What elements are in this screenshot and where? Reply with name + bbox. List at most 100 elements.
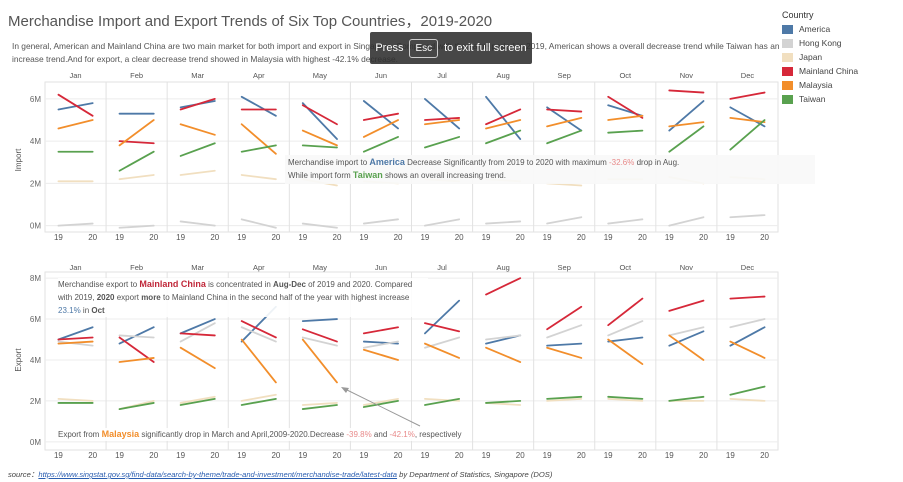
- series-segment-malaysia: [240, 338, 277, 384]
- series-segment-mainland-china: [668, 299, 705, 312]
- legend-item[interactable]: Taiwan: [782, 92, 897, 106]
- series-segment-hong-kong: [301, 336, 338, 347]
- legend-label: Malaysia: [799, 80, 833, 90]
- series-segment-america: [546, 106, 583, 132]
- source-suffix: by Department of Statistics, Singapore (…: [397, 470, 553, 479]
- series-segment-hong-kong: [485, 334, 522, 341]
- series-segment-hong-kong: [546, 216, 583, 225]
- series-segment-mainland-china: [424, 117, 461, 121]
- series-segment-hong-kong: [607, 218, 644, 225]
- series-segment-hong-kong: [362, 340, 399, 349]
- series-segment-taiwan: [301, 404, 338, 410]
- month-header: Oct: [619, 263, 632, 272]
- series-segment-japan: [240, 393, 277, 402]
- series-segment-malaysia: [607, 114, 644, 121]
- x-tick-label: 19: [359, 233, 368, 242]
- series-segment-japan: [301, 402, 338, 406]
- month-header: Jun: [375, 263, 387, 272]
- legend-item[interactable]: Japan: [782, 50, 897, 64]
- legend-label: America: [799, 24, 831, 34]
- series-segment-malaysia: [668, 121, 705, 128]
- month-header: Aug: [496, 71, 509, 80]
- series-segment-malaysia: [57, 119, 94, 130]
- x-tick-label: 20: [577, 233, 586, 242]
- month-header: Apr: [253, 263, 265, 272]
- series-segment-taiwan: [179, 142, 216, 157]
- x-tick-label: 19: [115, 451, 124, 460]
- x-tick-label: 20: [149, 233, 158, 242]
- annotation-arrowhead: [341, 387, 349, 393]
- y-tick-label: 4M: [30, 137, 41, 146]
- month-header: Feb: [130, 263, 143, 272]
- x-tick-label: 20: [394, 233, 403, 242]
- series-segment-taiwan: [729, 385, 766, 396]
- x-tick-label: 19: [543, 233, 552, 242]
- series-segment-malaysia: [301, 338, 338, 384]
- legend: Country America Hong Kong Japan Mainland Ch…: [782, 10, 897, 106]
- legend-item[interactable]: Mainland China: [782, 64, 897, 78]
- series-segment-taiwan: [118, 150, 155, 172]
- x-tick-label: 19: [665, 233, 674, 242]
- month-header: Jun: [375, 71, 387, 80]
- series-segment-japan: [57, 397, 94, 402]
- series-segment-malaysia: [485, 119, 522, 130]
- month-header: May: [313, 71, 327, 80]
- fullscreen-exit-banner[interactable]: Press Esc to exit full screen: [370, 32, 532, 64]
- series-segment-america: [668, 330, 705, 347]
- series-segment-hong-kong: [362, 218, 399, 225]
- y-tick-label: 4M: [30, 356, 41, 365]
- x-tick-label: 19: [54, 233, 63, 242]
- series-segment-mainland-china: [424, 322, 461, 333]
- series-segment-malaysia: [179, 123, 216, 136]
- x-tick-label: 20: [88, 451, 97, 460]
- x-tick-label: 20: [88, 233, 97, 242]
- month-header: Jul: [437, 71, 447, 80]
- series-segment-malaysia: [485, 346, 522, 363]
- series-segment-hong-kong: [301, 222, 338, 229]
- source-citation: source：https://www.singstat.gov.sg/find-…: [8, 469, 552, 480]
- series-segment-hong-kong: [668, 326, 705, 337]
- legend-swatch: [782, 24, 793, 34]
- x-tick-label: 19: [176, 451, 185, 460]
- legend-swatch: [782, 94, 793, 104]
- series-segment-taiwan: [485, 399, 522, 404]
- series-segment-hong-kong: [240, 218, 277, 229]
- series-segment-taiwan: [485, 129, 522, 145]
- series-segment-malaysia: [729, 340, 766, 359]
- series-segment-mainland-china: [485, 277, 522, 296]
- series-segment-taiwan: [668, 125, 705, 153]
- legend-item[interactable]: Malaysia: [782, 78, 897, 92]
- series-segment-taiwan: [362, 399, 399, 408]
- legend-item[interactable]: America: [782, 22, 897, 36]
- x-tick-label: 20: [210, 233, 219, 242]
- series-segment-japan: [362, 397, 399, 406]
- x-tick-label: 19: [482, 233, 491, 242]
- series-segment-malaysia: [179, 346, 216, 370]
- legend-item[interactable]: Hong Kong: [782, 36, 897, 50]
- series-segment-mainland-china: [57, 336, 94, 341]
- x-tick-label: 20: [516, 451, 525, 460]
- export-malaysia-annotation: Export from Malaysia significantly drop …: [58, 428, 462, 441]
- page-title: Merchandise Import and Export Trends of …: [8, 13, 493, 30]
- x-tick-label: 20: [699, 233, 708, 242]
- x-tick-label: 19: [237, 451, 246, 460]
- source-link[interactable]: https://www.singstat.gov.sg/find-data/se…: [38, 470, 398, 479]
- series-segment-america: [240, 95, 277, 117]
- esc-key-badge: Esc: [409, 38, 439, 58]
- x-tick-label: 20: [577, 451, 586, 460]
- x-tick-label: 19: [359, 451, 368, 460]
- x-tick-label: 19: [298, 451, 307, 460]
- series-segment-mainland-china: [607, 95, 644, 119]
- series-segment-malaysia: [546, 117, 583, 128]
- series-segment-america: [607, 336, 644, 343]
- series-segment-hong-kong: [179, 322, 216, 343]
- series-segment-malaysia: [362, 348, 399, 361]
- series-segment-taiwan: [729, 119, 766, 151]
- month-header: Mar: [191, 263, 204, 272]
- x-tick-label: 19: [420, 451, 429, 460]
- x-tick-label: 20: [271, 451, 280, 460]
- series-segment-japan: [179, 395, 216, 404]
- month-header: Jan: [69, 71, 81, 80]
- series-segment-taiwan: [301, 144, 338, 149]
- y-tick-label: 6M: [30, 95, 41, 104]
